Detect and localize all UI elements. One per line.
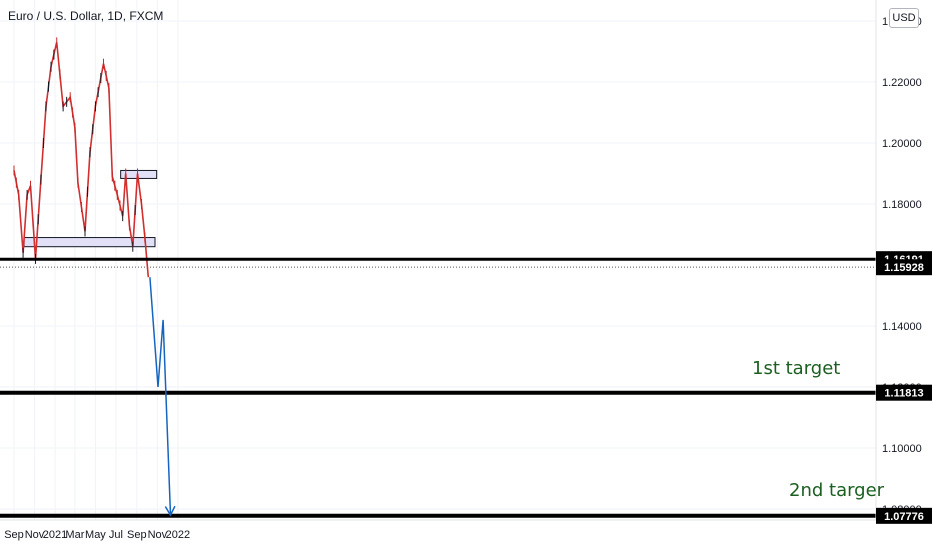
support-zone (23, 237, 156, 248)
price-label-text: 1.07776 (884, 511, 924, 523)
annotation-second-target: 2nd targer (789, 480, 885, 501)
y-tick-label: 1.20000 (882, 138, 922, 150)
chart-title: Euro / U.S. Dollar, 1D, FXCM (8, 9, 164, 23)
projection-path (149, 277, 176, 517)
x-tick-label: 2022 (166, 529, 190, 541)
x-tick-label: May (85, 529, 106, 541)
currency-button[interactable]: USD (889, 8, 919, 28)
x-tick-label: Nov (148, 529, 168, 541)
annotation-first-target: 1st target (752, 358, 840, 379)
x-tick-label: Nov (25, 529, 45, 541)
projection-line (149, 277, 172, 516)
price-label-box (876, 507, 932, 524)
price-label-box (876, 384, 932, 401)
x-tick-label: Sep (4, 529, 24, 541)
x-tick-label: Jul (109, 529, 123, 541)
x-tick-label: Mar (65, 529, 84, 541)
horizontal-levels (0, 257, 876, 518)
x-tick-label: Sep (127, 529, 147, 541)
y-tick-label: 1.18000 (882, 199, 922, 211)
price-label-box (876, 259, 932, 276)
price-label-text: 1.15928 (884, 262, 924, 274)
price-label-text: 1.11813 (884, 388, 923, 400)
y-tick-label: 1.10000 (882, 443, 922, 455)
price-series (13, 37, 150, 278)
y-tick-label: 1.22000 (882, 77, 922, 89)
projection-arrowhead (164, 505, 176, 517)
y-tick-label: 1.14000 (882, 321, 922, 333)
x-tick-label: 2021 (43, 529, 67, 541)
